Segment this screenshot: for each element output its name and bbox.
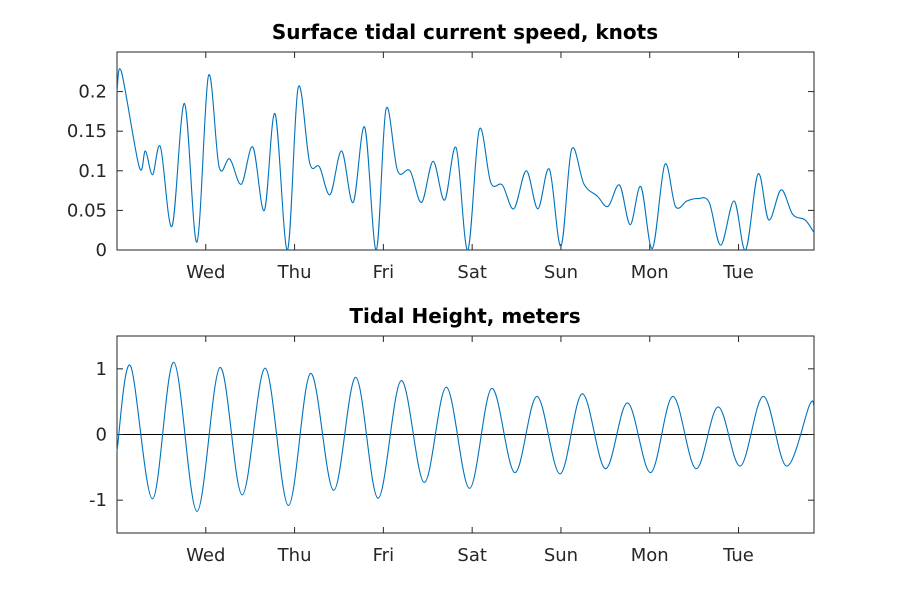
current-speed-y-tick-label: 0.1	[78, 161, 107, 182]
tidal-height-y-axis: -1 0 1	[89, 359, 814, 511]
current-speed-x-axis: Wed Thu Fri Sat Sun Mon Tue	[186, 52, 754, 283]
tidal-height-x-tick-label: Wed	[186, 545, 225, 566]
current-speed-y-tick-label: 0	[96, 240, 107, 261]
current-speed-x-tick-label: Sun	[544, 262, 578, 283]
current-speed-y-tick-label: 0.15	[67, 121, 107, 142]
tidal-height-y-tick-label: -1	[89, 490, 107, 511]
tidal-height-y-tick-label: 1	[96, 359, 107, 380]
current-speed-y-tick-label: 0.05	[67, 200, 107, 221]
current-speed-x-tick-label: Tue	[722, 262, 754, 283]
tidal-height-x-axis: Wed Thu Fri Sat Sun Mon Tue	[186, 336, 754, 566]
tidal-height-panel: Tidal Height, meters -1 0 1 Wed Thu Fri Sat Su…	[89, 304, 815, 566]
current-speed-y-axis: 0 0.05 0.1 0.15 0.2	[67, 82, 814, 261]
current-speed-x-tick-label: Mon	[631, 262, 669, 283]
current-speed-plot-area	[116, 51, 815, 251]
current-speed-x-tick-label: Thu	[277, 262, 312, 283]
current-speed-panel: Surface tidal current speed, knots 0 0.05…	[67, 20, 815, 283]
tidal-height-title: Tidal Height, meters	[349, 304, 580, 328]
tidal-height-x-tick-label: Tue	[722, 545, 754, 566]
current-speed-title: Surface tidal current speed, knots	[272, 20, 658, 44]
tidal-height-series-line	[116, 361, 815, 512]
tidal-height-y-tick-label: 0	[96, 425, 107, 446]
current-speed-y-tick-label: 0.2	[78, 82, 107, 103]
current-speed-x-tick-label: Sat	[457, 262, 487, 283]
tidal-height-x-tick-label: Sun	[544, 545, 578, 566]
current-speed-x-tick-label: Wed	[186, 262, 225, 283]
current-speed-series-line	[116, 68, 815, 251]
tidal-height-x-tick-label: Mon	[631, 545, 669, 566]
tidal-height-x-tick-label: Fri	[373, 545, 394, 566]
tidal-height-x-tick-label: Sat	[457, 545, 487, 566]
tidal-height-x-tick-label: Thu	[277, 545, 312, 566]
current-speed-x-tick-label: Fri	[373, 262, 394, 283]
